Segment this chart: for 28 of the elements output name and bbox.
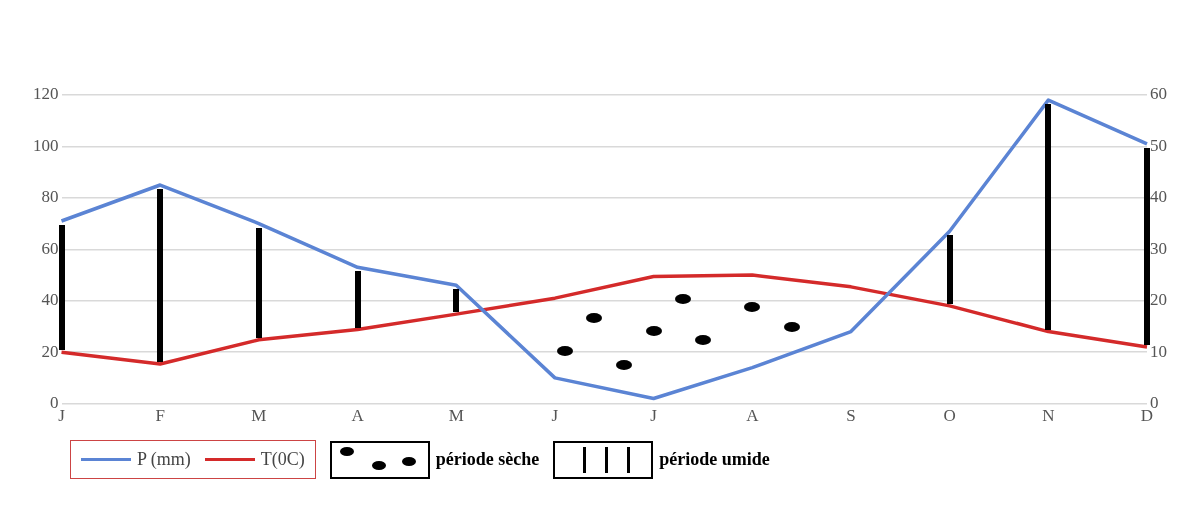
- x-tick-label: F: [155, 406, 165, 426]
- y-tick-label: 20: [41, 341, 59, 361]
- x-tick-label: S: [846, 406, 856, 426]
- legend-label: P (mm): [137, 449, 191, 470]
- x-tick-label: J: [551, 406, 559, 426]
- x-tick-label: A: [351, 406, 365, 426]
- x-tick-label: O: [943, 406, 956, 426]
- y2-tick-label: 20: [1150, 290, 1167, 310]
- y-tick-label: 0: [50, 393, 59, 413]
- x-tick-label: N: [1042, 406, 1055, 426]
- y-tick-label: 120: [33, 84, 59, 104]
- y2-tick-label: 30: [1150, 238, 1167, 258]
- x-tick-label: J: [58, 406, 66, 426]
- x-tick-label: M: [448, 406, 464, 426]
- y2-tick-label: 50: [1150, 135, 1167, 155]
- text: période umide: [659, 449, 770, 470]
- y2-tick-label: 10: [1150, 341, 1167, 361]
- x-tick-label: J: [650, 406, 658, 426]
- y-tick-label: 100: [33, 135, 59, 155]
- y-tick-label: 40: [41, 290, 59, 310]
- text: période sèche: [435, 449, 540, 470]
- y-tick-label: 80: [41, 187, 59, 207]
- x-tick-label: M: [251, 406, 267, 426]
- legend-label: T(0C): [260, 449, 305, 470]
- x-tick-label: A: [746, 406, 760, 426]
- y-tick-label: 60: [41, 238, 59, 258]
- y2-tick-label: 40: [1150, 187, 1167, 207]
- y2-tick-label: 60: [1150, 84, 1167, 104]
